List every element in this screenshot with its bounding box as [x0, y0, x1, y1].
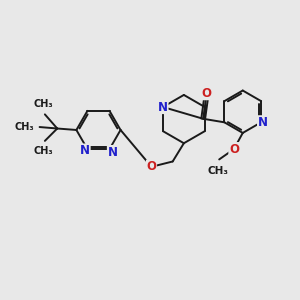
Text: CH₃: CH₃: [34, 99, 53, 109]
Text: O: O: [146, 160, 157, 173]
Text: N: N: [80, 144, 90, 157]
Text: N: N: [107, 146, 118, 158]
Text: O: O: [229, 142, 239, 156]
Text: O: O: [201, 87, 211, 100]
Text: N: N: [258, 116, 268, 129]
Text: CH₃: CH₃: [207, 166, 228, 176]
Text: N: N: [158, 100, 168, 113]
Text: CH₃: CH₃: [34, 146, 53, 156]
Text: CH₃: CH₃: [15, 122, 34, 132]
